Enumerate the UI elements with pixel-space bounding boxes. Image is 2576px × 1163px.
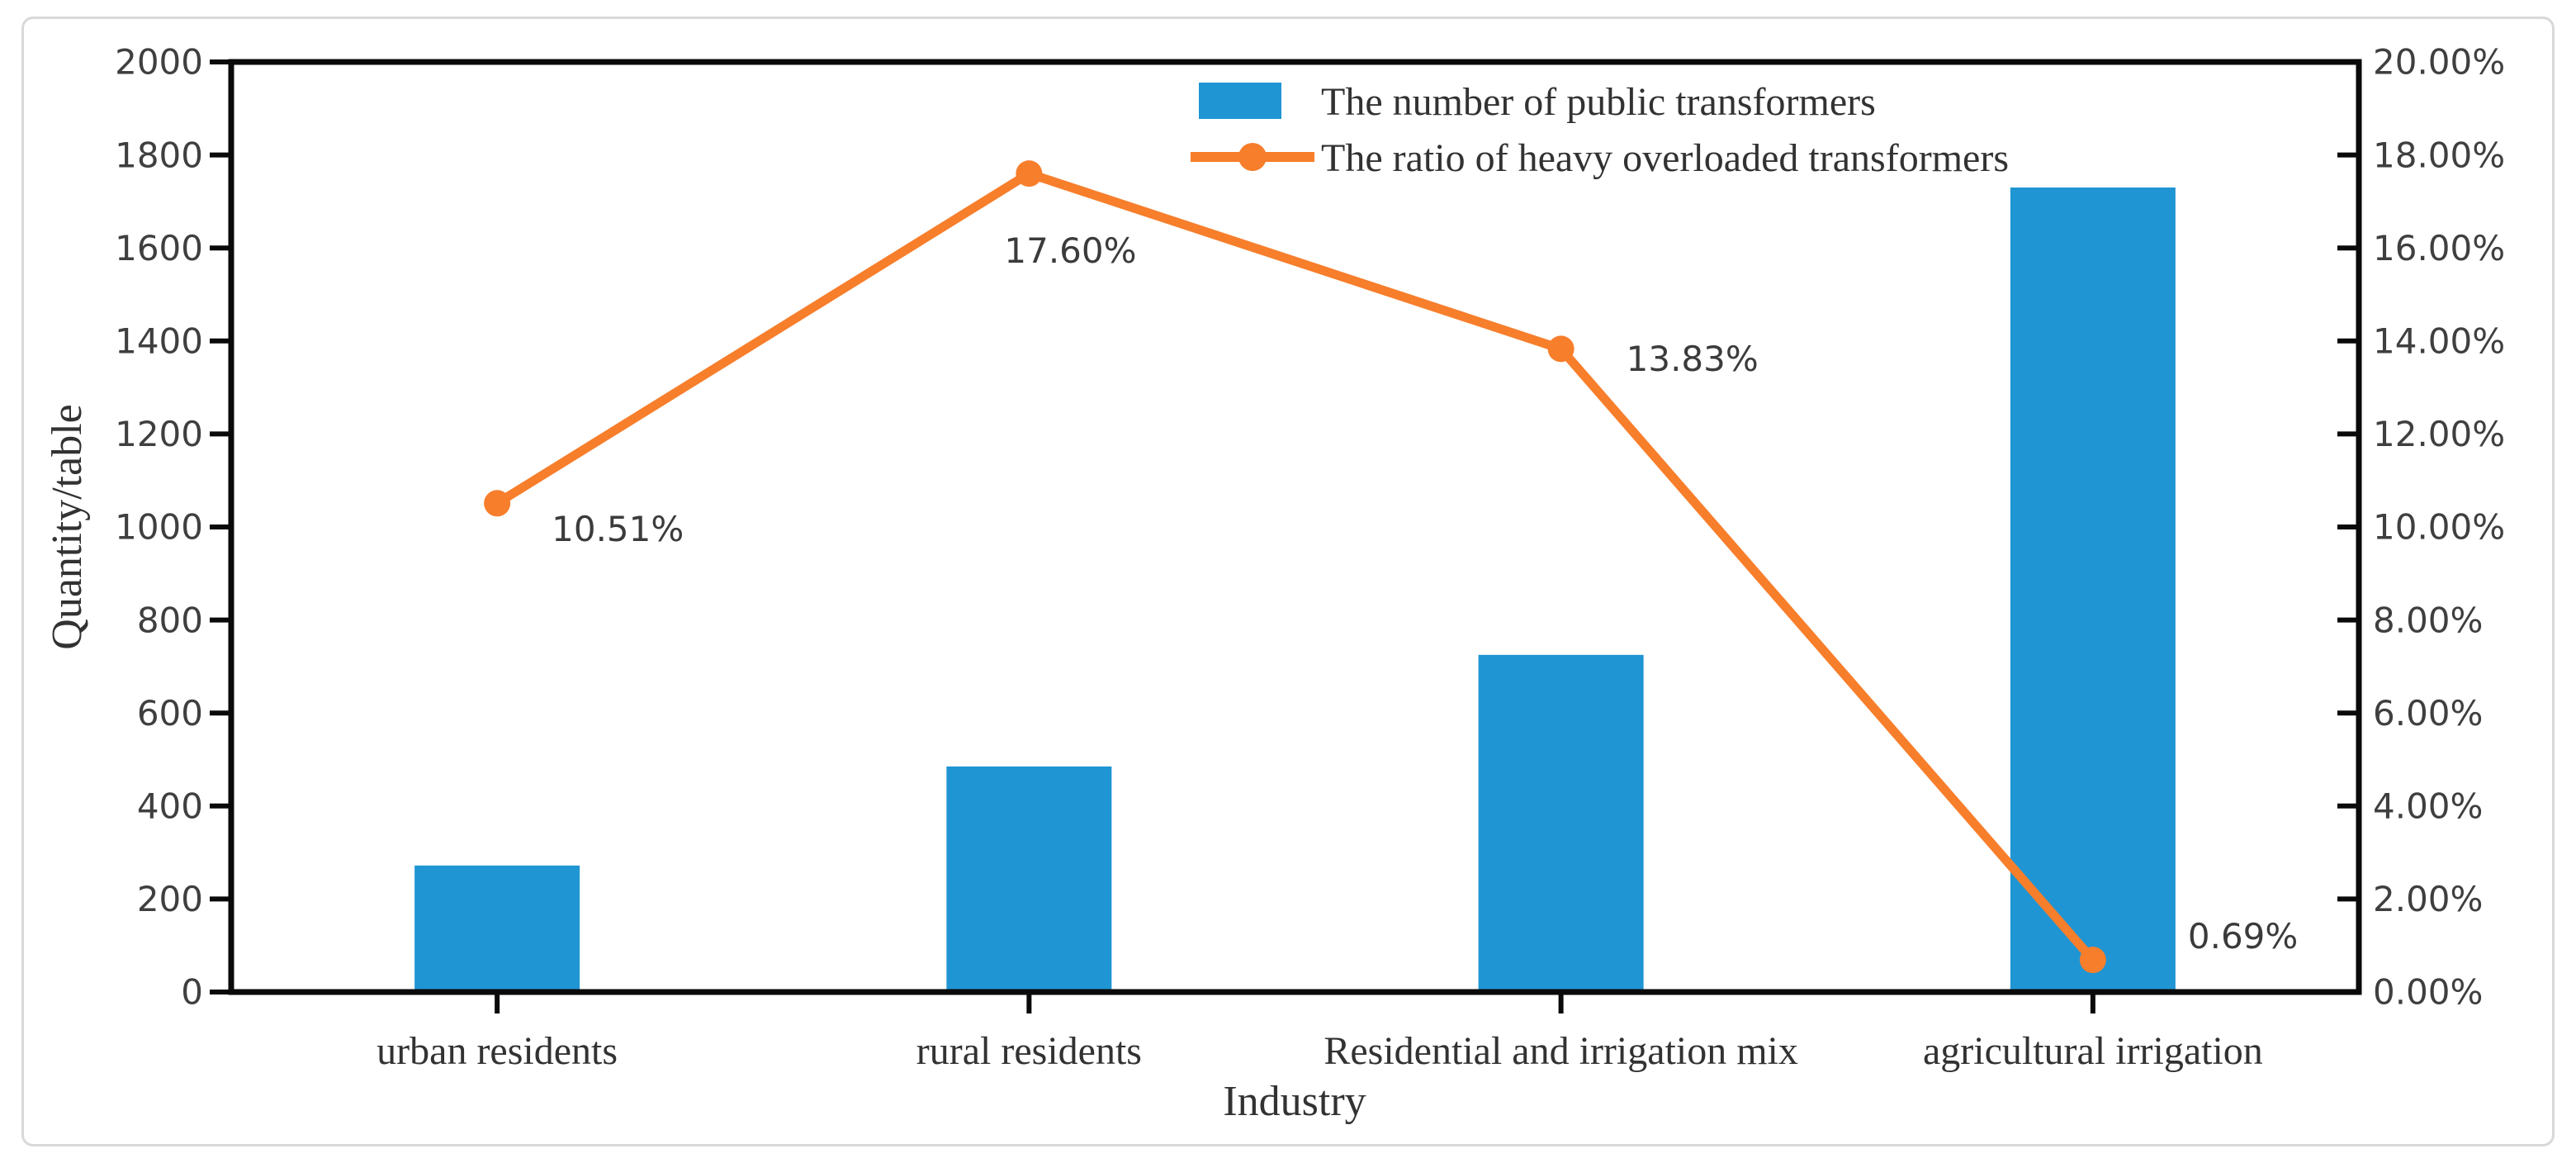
data-label: 13.83% [1627, 339, 1759, 379]
bar-rural-residents [946, 766, 1112, 992]
y-left-tick-label: 800 [137, 600, 203, 640]
legend-label-bar-series: The number of public transformers [1321, 80, 1876, 124]
bar-agricultural-irrigation [2010, 188, 2176, 992]
legend-line-marker-swatch [1238, 143, 1267, 171]
line-marker [484, 490, 511, 517]
legend-label-line-series: The ratio of heavy overloaded transforme… [1321, 136, 2009, 180]
y-left-tick-label: 2000 [115, 42, 203, 83]
y-right-tick-label: 8.00% [2373, 600, 2483, 640]
y-axis-title: Quantity/table [44, 404, 91, 649]
ratio-line [492, 169, 2098, 965]
line-marker [2079, 947, 2106, 974]
y-left-tick-label: 1800 [115, 135, 203, 175]
bar-residential-and-irrigation-mix [1478, 654, 1644, 992]
y-left-tick-label: 1200 [115, 414, 203, 454]
y-right-tick-label: 16.00% [2373, 228, 2505, 268]
y-right-tick-label: 20.00% [2373, 42, 2505, 83]
y-right-tick-label: 10.00% [2373, 507, 2505, 548]
x-axis-title: Industry [1223, 1078, 1366, 1125]
y-left-tick-label: 400 [137, 786, 203, 827]
y-right-tick-label: 12.00% [2373, 414, 2505, 454]
y-right-tick-label: 2.00% [2373, 879, 2483, 919]
y-left-tick-label: 1000 [115, 507, 203, 548]
line-marker [1547, 335, 1574, 363]
y-right-tick-label: 18.00% [2373, 135, 2505, 175]
y-left-tick-label: 0 [181, 972, 203, 1013]
x-category-label: agricultural irrigation [1923, 1029, 2263, 1073]
x-category-label: urban residents [376, 1029, 618, 1073]
legend-bar-swatch [1199, 83, 1281, 119]
y-right-tick-label: 4.00% [2373, 786, 2483, 827]
x-category-label: Residential and irrigation mix [1324, 1029, 1798, 1073]
y-right-tick-label: 0.00% [2373, 972, 2483, 1013]
y-left-tick-label: 200 [137, 879, 203, 919]
y-left-tick-label: 1600 [115, 228, 203, 268]
y-left-tick-label: 1400 [115, 321, 203, 362]
data-label: 10.51% [552, 509, 684, 549]
x-category-label: rural residents [916, 1029, 1142, 1073]
bar-urban-residents [414, 865, 580, 992]
data-label: 0.69% [2188, 916, 2298, 957]
data-label: 17.60% [1004, 230, 1136, 271]
y-right-tick-label: 14.00% [2373, 321, 2505, 362]
y-right-tick-label: 6.00% [2373, 693, 2483, 733]
legend: The number of public transformers The ra… [1191, 80, 2009, 180]
y-left-tick-label: 600 [137, 693, 203, 733]
line-marker [1016, 160, 1043, 188]
